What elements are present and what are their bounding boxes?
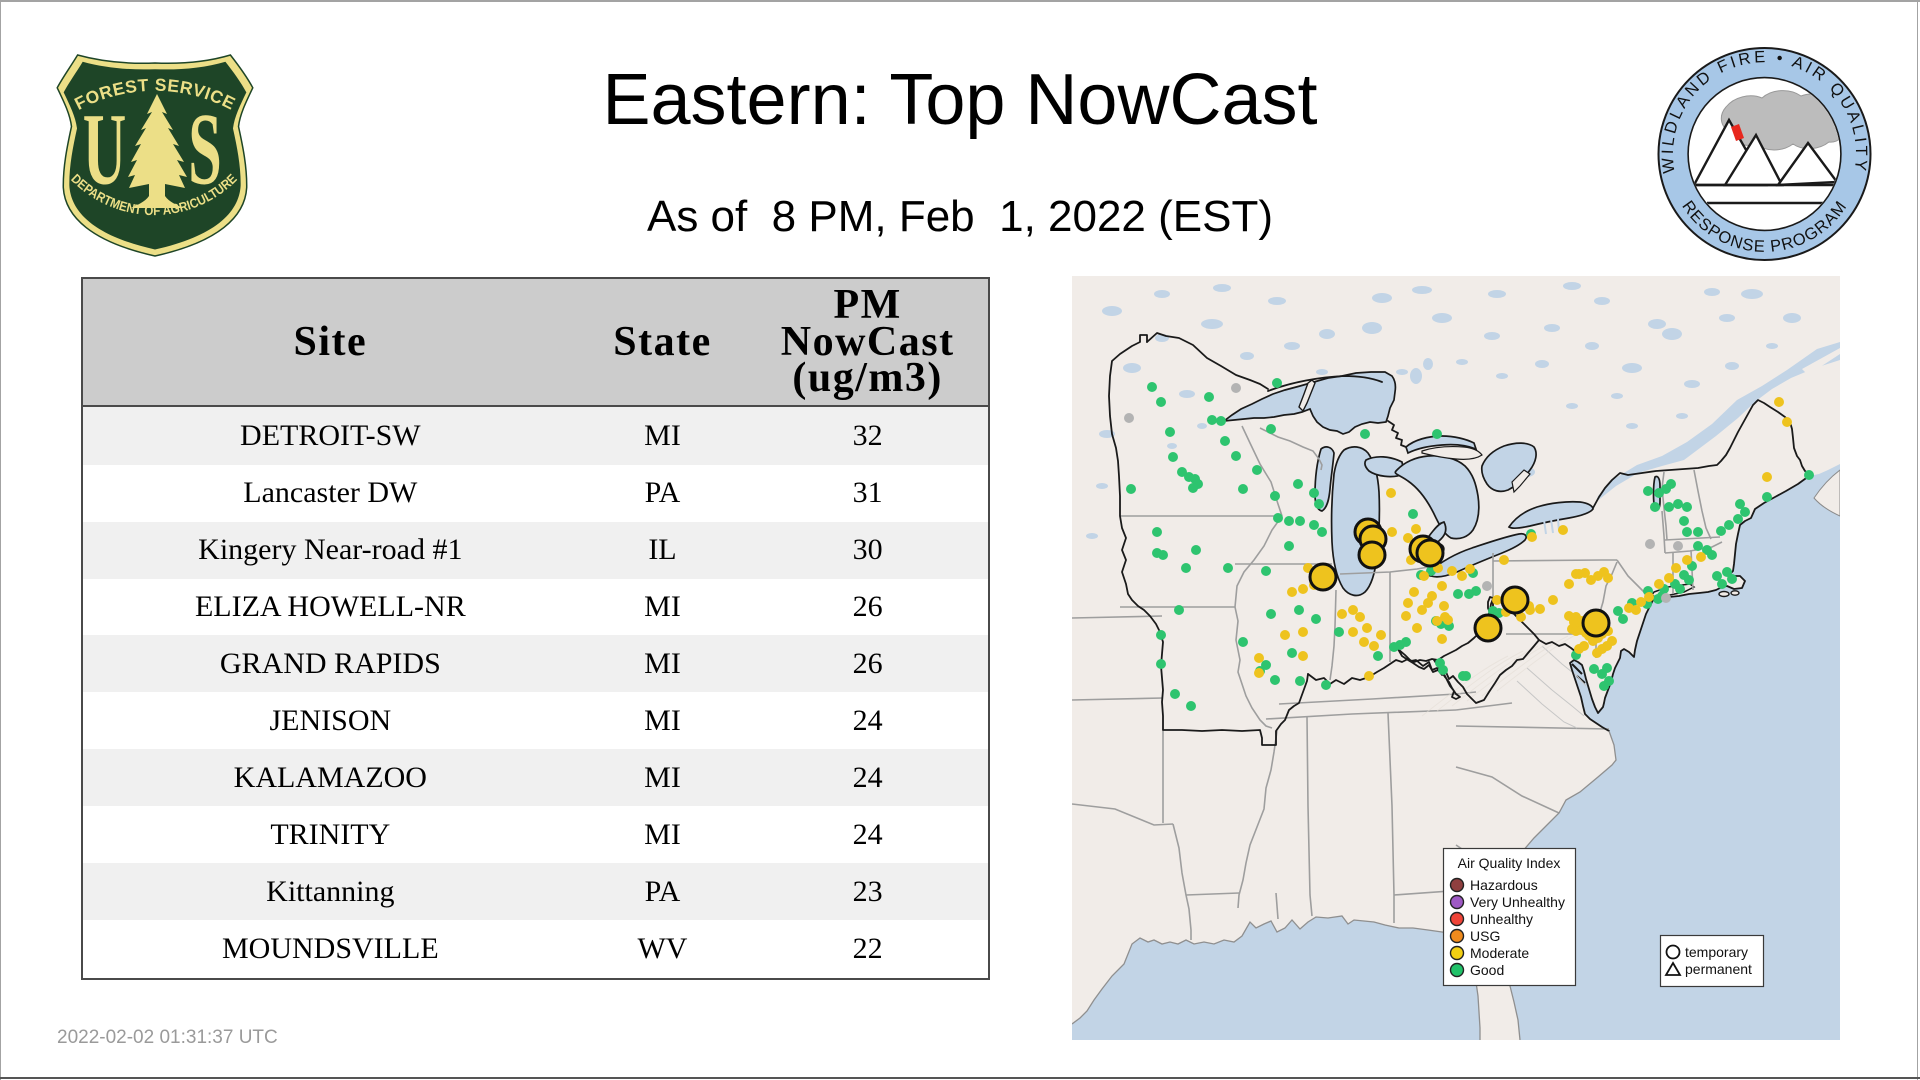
svg-text:Very Unhealthy: Very Unhealthy <box>1470 894 1565 910</box>
svg-text:Moderate: Moderate <box>1470 945 1529 961</box>
svg-text:S: S <box>188 93 222 207</box>
svg-text:USG: USG <box>1470 928 1500 944</box>
svg-text:temporary: temporary <box>1685 944 1748 960</box>
svg-text:Unhealthy: Unhealthy <box>1470 911 1533 927</box>
svg-text:U: U <box>83 93 127 207</box>
svg-text:Air Quality Index: Air Quality Index <box>1458 855 1561 871</box>
svg-text:Hazardous: Hazardous <box>1470 877 1538 893</box>
svg-text:permanent: permanent <box>1685 961 1752 977</box>
svg-text:Good: Good <box>1470 962 1504 978</box>
